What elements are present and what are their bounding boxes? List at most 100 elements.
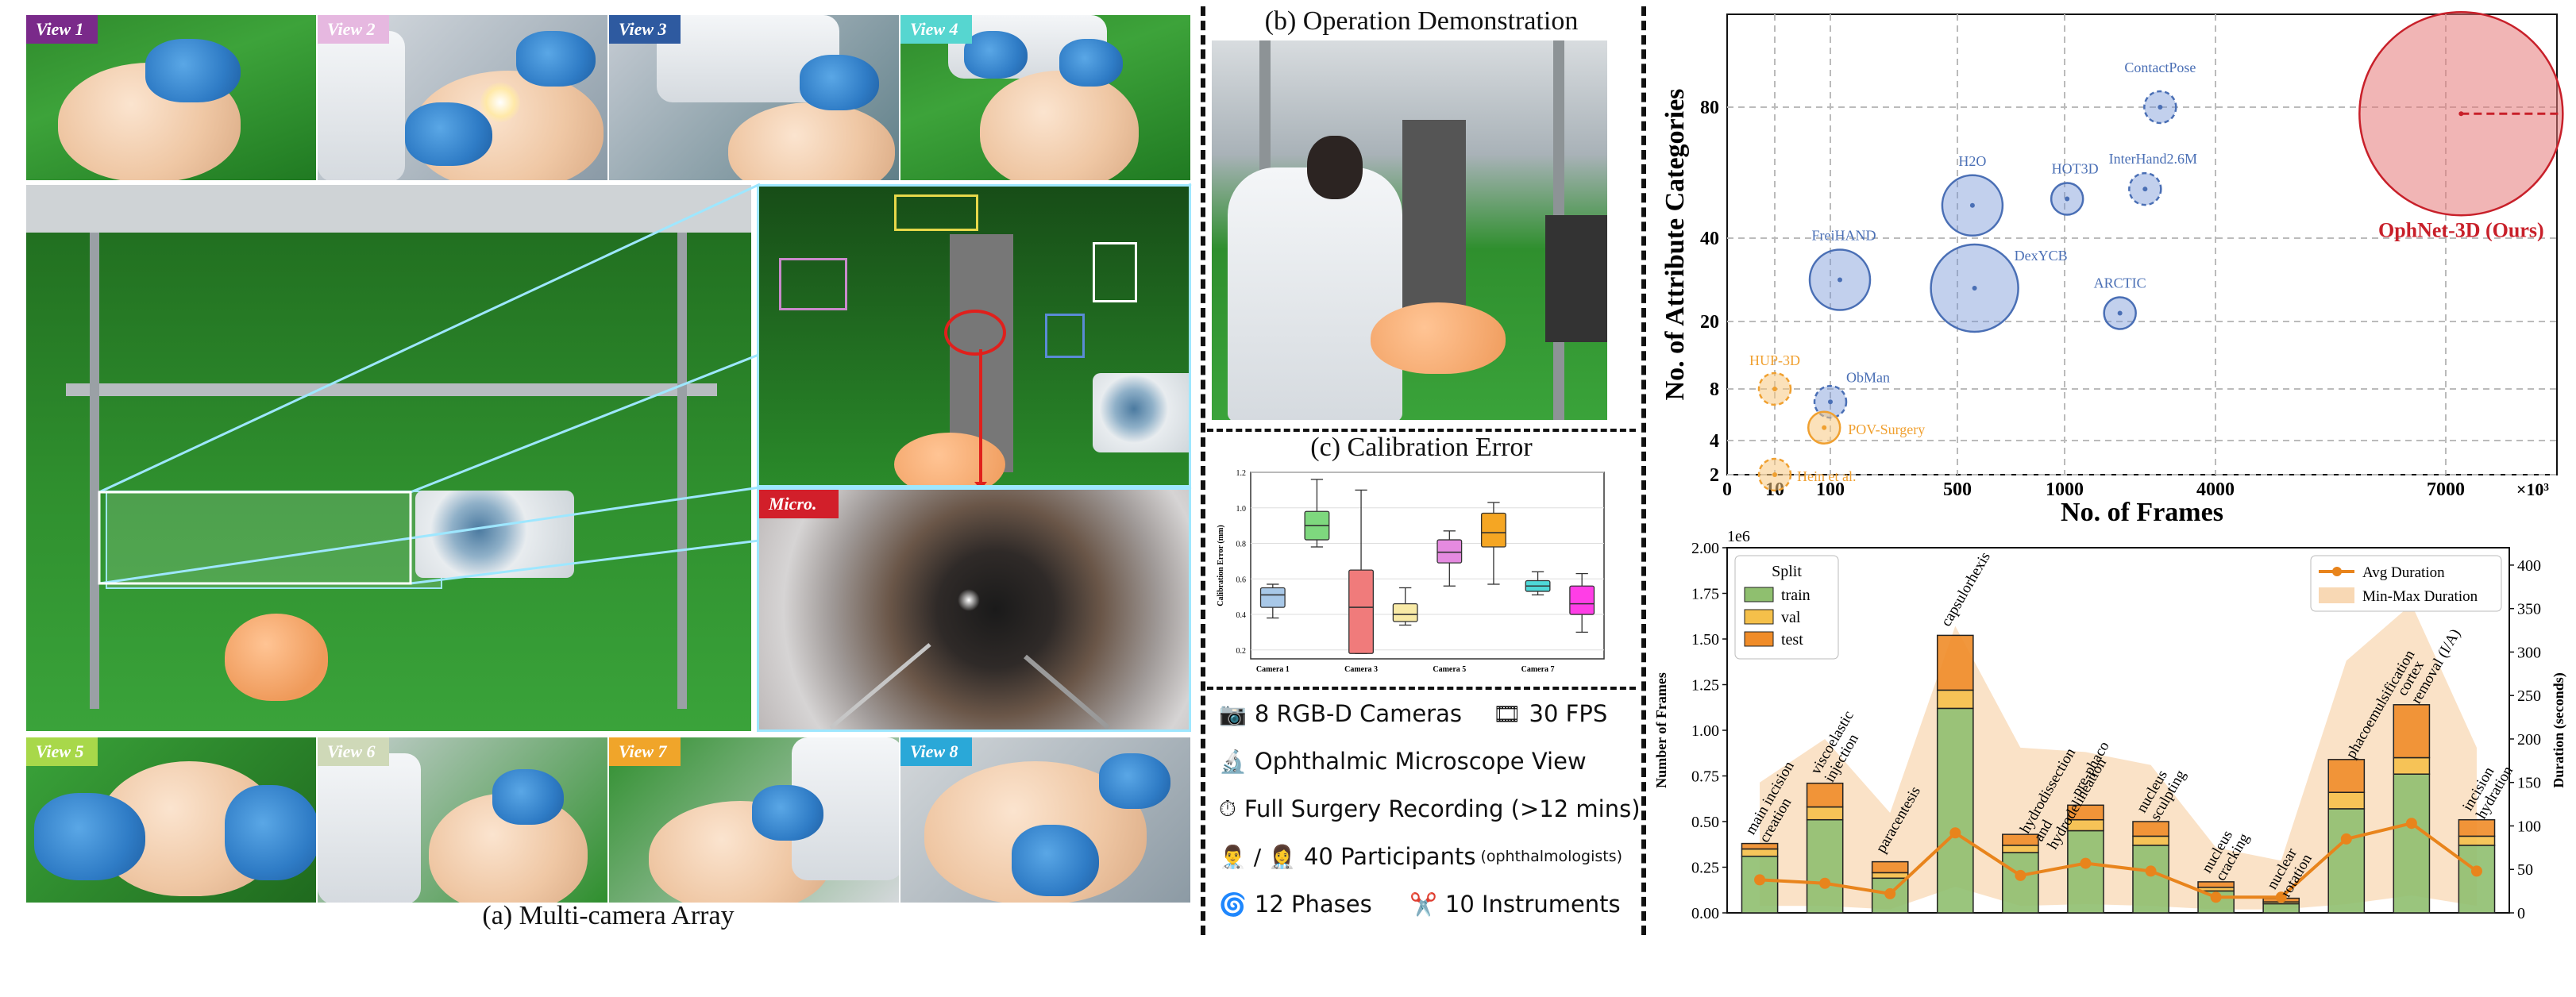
- split-legend-swatch: [1744, 631, 1774, 647]
- separator-calib-features: [1207, 687, 1636, 690]
- bar-ytick: 2.00: [1691, 540, 1719, 557]
- scatter-ytick: 4: [1710, 431, 1719, 452]
- scatter-center-dot: [1772, 472, 1777, 477]
- scatter-point: ContactPose: [2124, 60, 2196, 125]
- feature-recording-text: Full Surgery Recording (>12 mins): [1244, 795, 1641, 822]
- view-7-photo: View 7: [608, 737, 900, 903]
- scatter-center-dot: [2065, 196, 2070, 202]
- bar-y2tick: 0: [2517, 905, 2525, 922]
- duration-legend-box: [2310, 555, 2502, 612]
- view-2-badge: View 2: [318, 15, 389, 44]
- scatter-ytick: 20: [1700, 312, 1719, 333]
- scatter-point: H2O: [1941, 153, 2004, 237]
- feature-fps: 🎞 30 FPS: [1493, 700, 1607, 727]
- scatter-point-label: HOT3D: [2052, 161, 2099, 177]
- boxplot-box: [1480, 502, 1506, 585]
- split-legend-swatch: [1744, 587, 1774, 602]
- calib-caption: (c) Calibration Error: [1310, 433, 1533, 462]
- bar-segment: [2002, 833, 2039, 846]
- boxplot-box: [1436, 530, 1463, 587]
- bar-segment: [2393, 704, 2431, 759]
- bar-segment: [1936, 707, 1974, 914]
- view-5-photo: View 5: [25, 737, 317, 903]
- bar-segment: [2393, 756, 2431, 775]
- bar-segment: [2262, 903, 2300, 914]
- feature-microscope-text: Ophthalmic Microscope View: [1254, 748, 1587, 775]
- bar-y2tick: 50: [2517, 861, 2533, 879]
- scatter-xlabel: No. of Frames: [2061, 498, 2223, 527]
- bar-stack: [2327, 759, 2366, 914]
- bar-ylabel: Number of Frames: [1653, 672, 1669, 788]
- bar-segment: [2393, 773, 2431, 914]
- scissors-icon: ✂️: [1409, 891, 1437, 918]
- operation-demo-photo: [1211, 40, 1608, 421]
- bar-ytick: 0.75: [1691, 768, 1719, 786]
- scatter-ylabel: No. of Attribute Categories: [1660, 89, 1690, 401]
- feature-participants: 👨‍⚕️ / 👩‍⚕️ 40 Participants (ophthalmolo…: [1219, 843, 1622, 870]
- boxplot-iqr: [1392, 602, 1418, 622]
- scatter-xtick: 500: [1943, 479, 1972, 500]
- scatter-xtick: 4000: [2196, 479, 2235, 500]
- scatter-point-label: ObMan: [1846, 369, 1890, 385]
- avg-duration-point: [1754, 874, 1766, 886]
- bar-y2tick: 350: [2517, 601, 2541, 618]
- boxplot-ylabel: Calibration Error (mm): [1217, 525, 1225, 606]
- scatter-ytick: 8: [1710, 379, 1719, 400]
- duration-legend-band-swatch: [2319, 587, 2354, 603]
- bar-segment: [2067, 830, 2104, 914]
- scatter-center-dot: [1972, 286, 1977, 291]
- scatter-point-label: FreiHAND: [1812, 228, 1876, 244]
- scatter-center-dot: [2158, 105, 2163, 110]
- bar-ytick: 0.25: [1691, 860, 1719, 877]
- bar-segment: [2327, 791, 2366, 810]
- boxplot-box: [1569, 572, 1595, 633]
- scatter-point: HOT3D: [2050, 161, 2099, 216]
- feature-instruments: ✂️ 10 Instruments: [1409, 891, 1621, 918]
- scatter-ytick: 40: [1700, 229, 1719, 249]
- scatter-center-dot: [1828, 399, 1833, 405]
- scatter-center-dot: [1838, 277, 1842, 283]
- feature-fps-text: 30 FPS: [1529, 700, 1608, 727]
- bar-segment: [2458, 818, 2496, 837]
- split-legend-swatch: [1744, 609, 1774, 625]
- view-5-badge: View 5: [26, 737, 98, 766]
- boxplot-xtick: Camera 1: [1256, 665, 1290, 674]
- scatter-point: ARCTIC: [2094, 275, 2146, 330]
- scatter-center-dot: [1822, 425, 1827, 430]
- bar-stack: [1806, 782, 1844, 914]
- bar-segment: [2067, 804, 2104, 821]
- boxplot-xtick: Camera 7: [1521, 665, 1555, 674]
- bar-ytick: 0.50: [1691, 814, 1719, 831]
- bar-y2tick: 200: [2517, 731, 2541, 749]
- duration-legend: Avg Duration Min-Max Duration: [2310, 555, 2502, 612]
- scatter-point-label: Hein et al.: [1797, 468, 1856, 484]
- scatter-x-multiplier: ×10³: [2516, 479, 2550, 499]
- avg-duration-point: [2340, 833, 2352, 845]
- boxplot-ytick: 1.2: [1236, 469, 1247, 478]
- bar-stack: [2393, 704, 2431, 914]
- scatter-point: POV-Surgery: [1807, 410, 1925, 445]
- avg-duration-point: [1949, 827, 1961, 839]
- bar-segment: [1936, 689, 1974, 710]
- boxplot-iqr: [1480, 512, 1506, 548]
- view-1-photo: View 1: [25, 14, 317, 181]
- scatter-point-label: InterHand2.6M: [2109, 151, 2197, 167]
- film-icon: 🎞: [1493, 700, 1521, 727]
- bar-y2tick: 250: [2517, 687, 2541, 705]
- scatter-point-label: HUP-3D: [1749, 352, 1800, 368]
- boxplot-box: [1348, 489, 1375, 654]
- bar-stack: [2458, 818, 2496, 914]
- boxplot-iqr: [1348, 569, 1375, 654]
- scatter-center-dot: [1772, 387, 1777, 391]
- boxplot-ytick: 0.6: [1236, 575, 1247, 584]
- bar-ytick: 1.50: [1691, 631, 1719, 649]
- view-8-photo: View 8: [900, 737, 1191, 903]
- scatter-center-dot: [2117, 310, 2123, 316]
- boxplot-ytick: 0.8: [1236, 541, 1247, 549]
- feature-recording: ⏱ Full Surgery Recording (>12 mins): [1219, 795, 1641, 822]
- micro-badge: Micro.: [759, 490, 839, 518]
- boxplot-ytick: 0.4: [1236, 611, 1247, 620]
- scatter-point: HUP-3D: [1749, 352, 1800, 406]
- bar-y2tick: 400: [2517, 557, 2541, 575]
